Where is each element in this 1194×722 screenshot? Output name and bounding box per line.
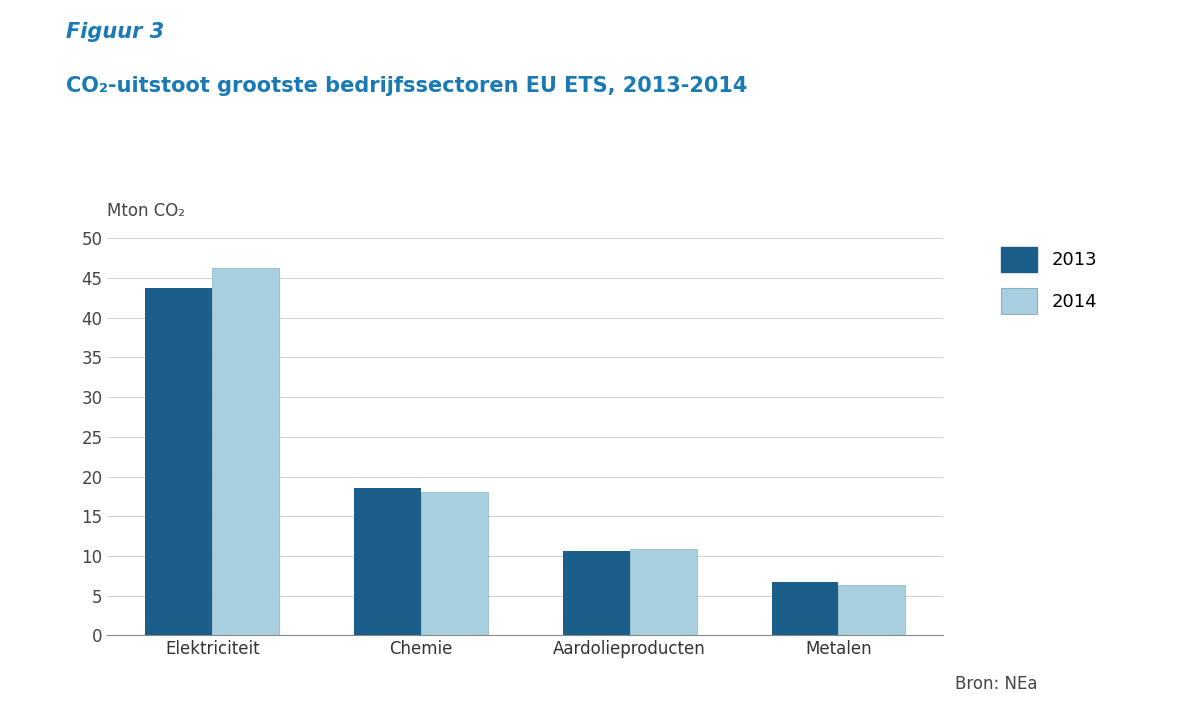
Text: Figuur 3: Figuur 3 xyxy=(66,22,164,42)
Bar xyxy=(562,551,629,635)
Text: Mton CO₂: Mton CO₂ xyxy=(107,202,185,220)
Text: CO₂-uitstoot grootste bedrijfssectoren EU ETS, 2013-2014: CO₂-uitstoot grootste bedrijfssectoren E… xyxy=(66,76,747,96)
Bar xyxy=(146,287,213,635)
Bar xyxy=(355,488,421,635)
Bar xyxy=(421,492,488,635)
Bar xyxy=(629,549,696,635)
Bar xyxy=(213,268,279,635)
Legend: 2013, 2014: 2013, 2014 xyxy=(995,240,1104,321)
Text: Bron: NEa: Bron: NEa xyxy=(955,675,1038,693)
Bar xyxy=(838,585,905,635)
Bar xyxy=(771,582,838,635)
